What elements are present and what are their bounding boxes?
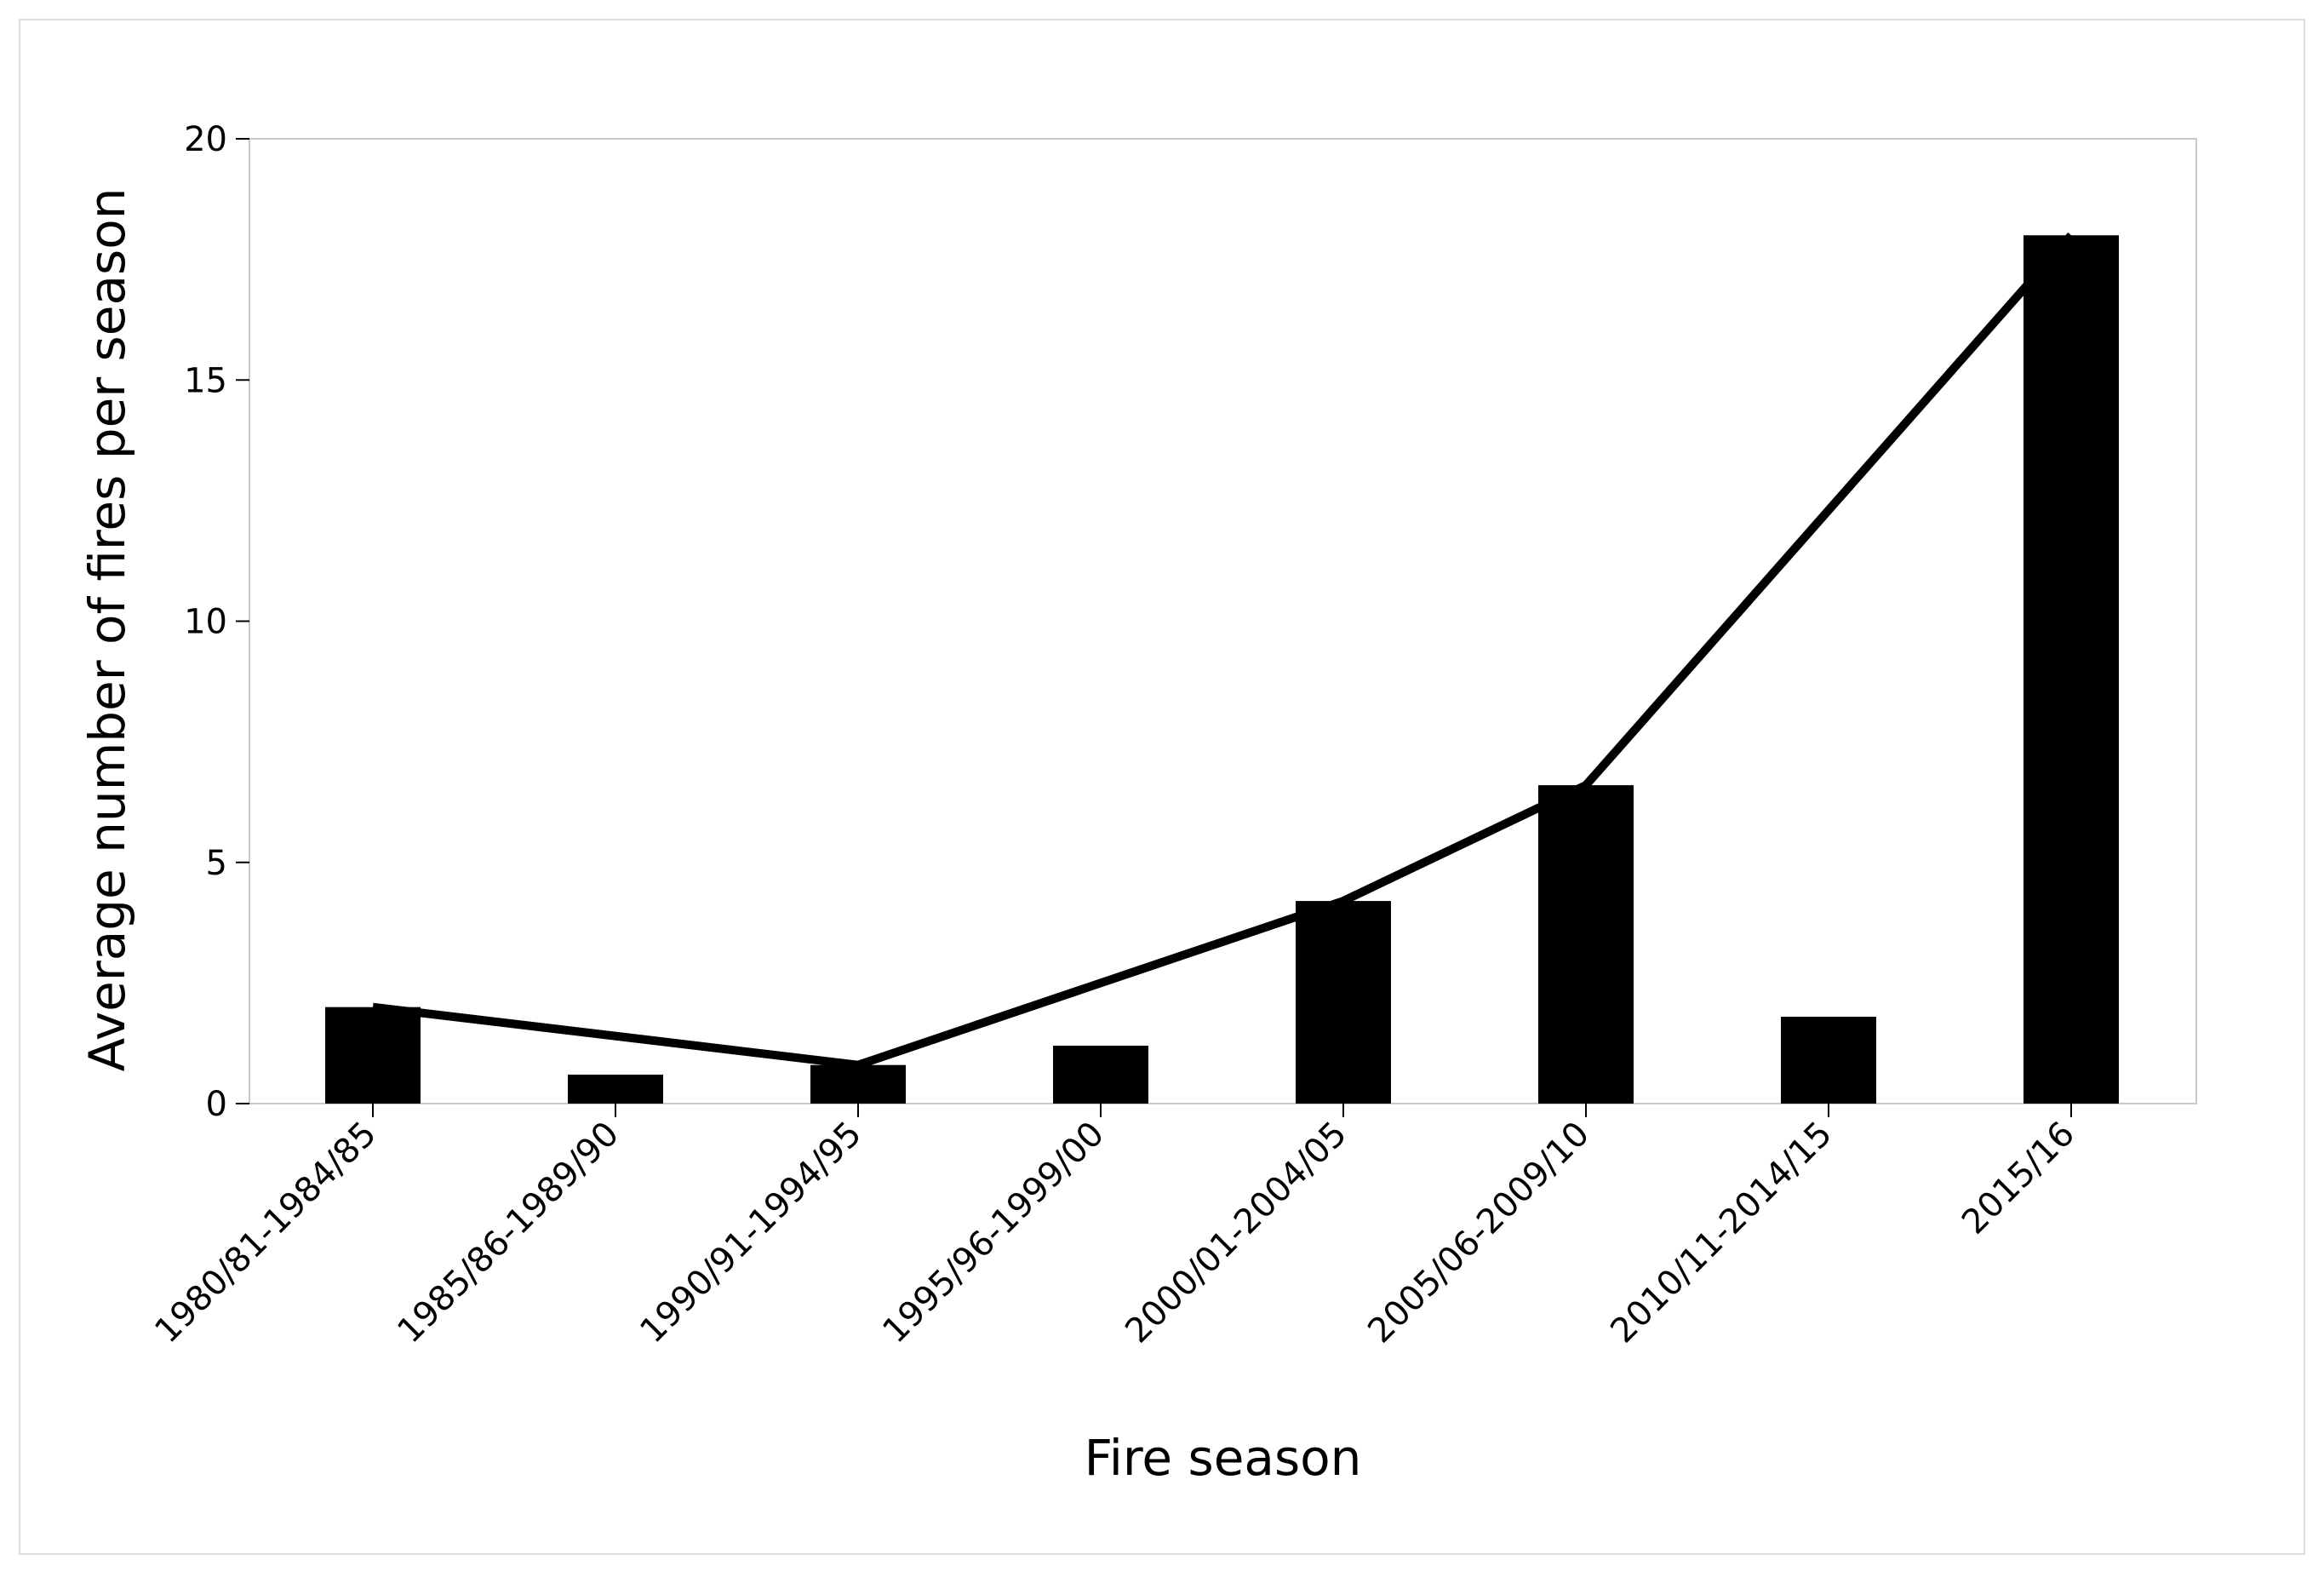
bar-7 [2023, 235, 2119, 1104]
x-tick-label-3: 1995/96-1999/00 [875, 1115, 1112, 1351]
y-tick-label-1: 5 [206, 844, 227, 883]
x-tick-label-5: 2005/06-2009/10 [1360, 1115, 1597, 1351]
bar-4 [1296, 901, 1391, 1104]
bar-0 [325, 1007, 421, 1104]
y-axis: 0 5 10 15 20 [184, 120, 249, 1124]
bar-3 [1053, 1046, 1148, 1104]
bar-2 [810, 1064, 906, 1104]
y-tick-label-4: 20 [184, 120, 227, 159]
x-tick-label-2: 1990/91-1994/95 [633, 1115, 869, 1351]
bar-1 [568, 1075, 663, 1104]
x-tick-label-0: 1980/81-1984/85 [147, 1115, 384, 1351]
x-tick-label-6: 2010/11-2014/15 [1603, 1115, 1840, 1351]
trend-line [372, 232, 2075, 1070]
plot-frame [249, 138, 2197, 1104]
bars [325, 235, 2119, 1104]
y-tick-label-3: 15 [184, 361, 227, 400]
y-tick-label-0: 0 [206, 1085, 227, 1124]
x-tick-label-7: 2015/16 [1955, 1115, 2082, 1242]
x-tick-label-4: 2000/01-2004/05 [1118, 1115, 1354, 1351]
bar-5 [1538, 785, 1634, 1104]
x-axis: 1980/81-1984/85 1985/86-1989/90 1990/91-19… [147, 1104, 2082, 1351]
y-axis-title: Average number of fires per season [78, 188, 136, 1072]
y-tick-label-2: 10 [184, 603, 227, 642]
x-tick-label-1: 1985/86-1989/90 [390, 1115, 627, 1351]
x-axis-title: Fire season [1085, 1429, 1362, 1487]
bar-6 [1781, 1017, 1876, 1104]
figure-frame [19, 19, 2305, 1555]
